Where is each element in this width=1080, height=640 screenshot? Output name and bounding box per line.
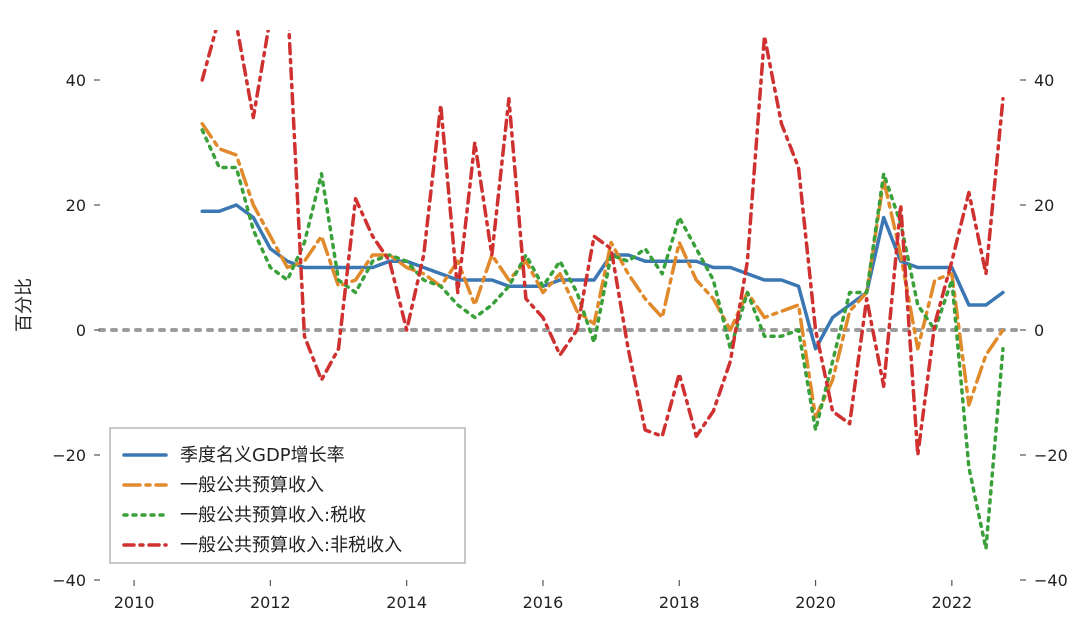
y-right-tick-label: 0 bbox=[1034, 321, 1044, 340]
legend-label-gdp: 季度名义GDP增长率 bbox=[180, 445, 345, 466]
y-left-tick-label: 0 bbox=[76, 321, 86, 340]
x-tick-label: 2012 bbox=[250, 593, 291, 612]
y-left-tick-label: 40 bbox=[66, 71, 86, 90]
y-right-tick-label: 40 bbox=[1034, 71, 1054, 90]
x-tick-label: 2022 bbox=[931, 593, 972, 612]
x-tick-label: 2016 bbox=[523, 593, 564, 612]
legend-label-nontax_rev: 一般公共预算收入:非税收入 bbox=[180, 535, 402, 556]
y-right-tick-label: −40 bbox=[1034, 571, 1068, 590]
legend: 季度名义GDP增长率一般公共预算收入一般公共预算收入:税收一般公共预算收入:非税… bbox=[110, 428, 465, 563]
y-right-tick-label: 20 bbox=[1034, 196, 1054, 215]
x-tick-label: 2018 bbox=[659, 593, 700, 612]
legend-label-budget_rev: 一般公共预算收入 bbox=[180, 475, 324, 496]
y-left-tick-label: −40 bbox=[52, 571, 86, 590]
x-tick-label: 2010 bbox=[114, 593, 155, 612]
y-left-tick-label: 20 bbox=[66, 196, 86, 215]
line-chart: 2010 2012 2014 2016 2018 2020 2022 −40 −20 0 20 40 −… bbox=[0, 0, 1080, 640]
y-axis-title: 百分比 bbox=[14, 278, 35, 332]
y-left-tick-label: −20 bbox=[52, 446, 86, 465]
legend-label-tax_rev: 一般公共预算收入:税收 bbox=[180, 505, 366, 526]
y-right-tick-label: −20 bbox=[1034, 446, 1068, 465]
x-tick-label: 2020 bbox=[795, 593, 836, 612]
x-tick-label: 2014 bbox=[386, 593, 427, 612]
chart-container: 2010 2012 2014 2016 2018 2020 2022 −40 −20 0 20 40 −… bbox=[0, 0, 1080, 640]
